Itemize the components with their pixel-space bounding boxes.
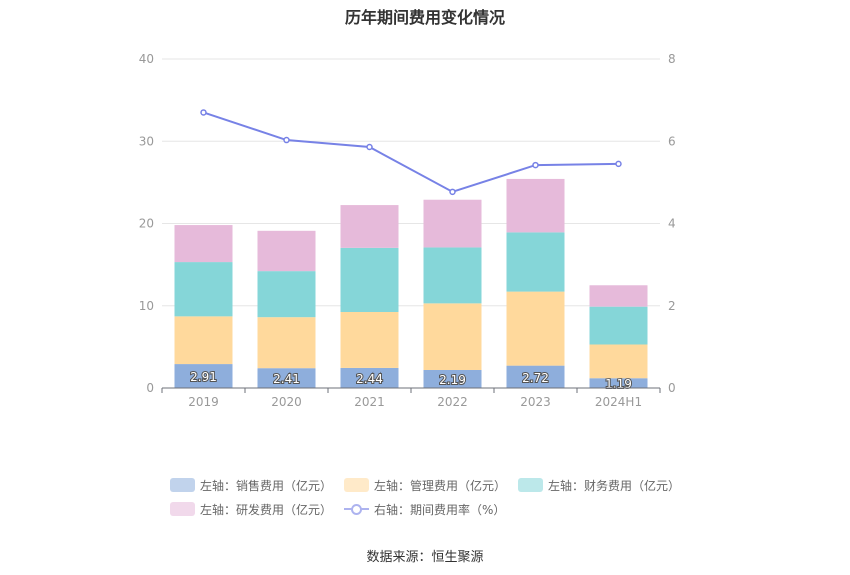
bar-segment — [174, 225, 233, 263]
bar-segment — [589, 344, 648, 379]
y-left-tick-label: 40 — [139, 52, 154, 66]
bar-segment — [423, 303, 482, 370]
chart-canvas: 0 10 20 30 40 0 2 4 6 8 2.91 2.41 2.44 2.19 2.72 1.19 20… — [139, 52, 676, 409]
legend-label-rnd: 左轴：研发费用（亿元） — [200, 502, 333, 517]
bar-segment — [506, 291, 565, 366]
bar-segment — [506, 232, 565, 292]
y-left-tick-label: 10 — [139, 299, 154, 313]
bar-segment — [506, 365, 565, 388]
x-tick-label: 2024H1 — [595, 395, 642, 409]
rate-point — [449, 188, 456, 196]
bar-segment — [340, 367, 399, 388]
bar-data-label: 2.19 — [439, 373, 466, 387]
x-tick-label: 2023 — [520, 395, 551, 409]
x-tick-label: 2022 — [437, 395, 468, 409]
legend-swatch-rate — [344, 502, 370, 516]
bar-segment — [340, 205, 399, 248]
legend-swatch-sales — [170, 478, 195, 492]
legend-item-sales[interactable]: 左轴：销售费用（亿元） — [170, 477, 332, 494]
legend-item-admin[interactable]: 左轴：管理费用（亿元） — [344, 477, 506, 494]
legend-label-admin: 左轴：管理费用（亿元） — [374, 478, 507, 493]
rate-point — [615, 160, 622, 168]
bar-segment — [174, 364, 233, 388]
y-left-tick-label: 30 — [139, 134, 154, 148]
legend-label-finance: 左轴：财务费用（亿元） — [548, 478, 681, 493]
legend: 左轴：销售费用（亿元） 左轴：管理费用（亿元） 左轴：财务费用（亿元） 左轴：研… — [170, 473, 690, 521]
rate-point — [532, 161, 539, 169]
bar-segment — [257, 368, 316, 388]
rate-line — [203, 111, 619, 193]
chart-title: 历年期间费用变化情况 — [344, 8, 505, 27]
y-right-tick-label: 8 — [668, 52, 676, 66]
bar-data-label: 2.72 — [522, 371, 549, 385]
y-right-tick-label: 2 — [668, 299, 676, 313]
rate-point — [283, 136, 290, 144]
bar-data-label: 2.91 — [190, 370, 217, 384]
bar-segment — [423, 247, 482, 304]
legend-label-rate: 右轴：期间费用率（%） — [374, 502, 506, 517]
legend-item-rate[interactable]: 右轴：期间费用率（%） — [344, 501, 505, 518]
bar-data-label: 1.19 — [605, 377, 632, 391]
bar-data-label: 2.41 — [273, 372, 300, 386]
bar-data-label: 2.44 — [356, 372, 383, 386]
bar-segment — [174, 316, 233, 365]
y-right-tick-label: 4 — [668, 217, 676, 231]
bar-segment — [506, 178, 565, 233]
bar-segment — [423, 369, 482, 388]
bar-segment — [340, 312, 399, 368]
bar-segment — [257, 271, 316, 318]
x-tick-label: 2020 — [271, 395, 302, 409]
legend-swatch-finance — [518, 478, 544, 492]
bar-segment — [589, 378, 648, 388]
rate-point — [200, 109, 207, 116]
rate-point — [366, 143, 373, 151]
bar-segment — [589, 306, 648, 345]
legend-item-rnd[interactable]: 左轴：研发费用（亿元） — [170, 501, 332, 518]
data-source-note: 数据来源：恒生聚源 — [366, 550, 484, 565]
legend-item-finance[interactable]: 左轴：财务费用（亿元） — [518, 477, 680, 494]
bar-segment — [174, 262, 233, 317]
bar-segment — [257, 230, 316, 272]
x-tick-label: 2019 — [188, 395, 219, 409]
legend-swatch-rnd — [170, 502, 195, 516]
y-right-tick-label: 0 — [668, 381, 676, 395]
bar-segment — [340, 247, 399, 313]
x-tick-label: 2021 — [354, 395, 385, 409]
y-right-tick-label: 6 — [668, 134, 676, 148]
bar-segment — [257, 317, 316, 369]
y-left-tick-label: 0 — [146, 381, 154, 395]
legend-swatch-admin — [344, 478, 370, 492]
bar-segment — [589, 285, 648, 307]
y-left-tick-label: 20 — [139, 217, 154, 231]
legend-label-sales: 左轴：销售费用（亿元） — [200, 478, 333, 493]
bar-segment — [423, 199, 482, 248]
